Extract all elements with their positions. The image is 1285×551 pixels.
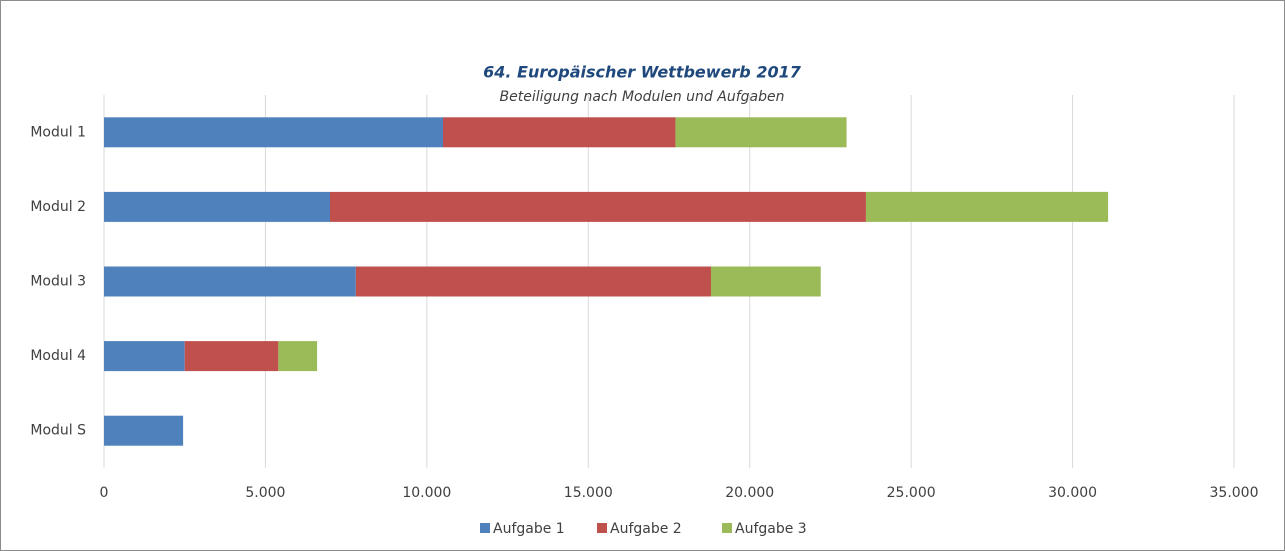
bar-segment xyxy=(104,415,184,446)
bar-segment xyxy=(184,341,279,372)
x-tick-label: 25.000 xyxy=(887,485,936,501)
legend-swatch xyxy=(722,523,732,533)
bar-segment xyxy=(330,191,866,222)
x-tick-label: 20.000 xyxy=(725,485,774,501)
bar-segment xyxy=(355,266,711,297)
x-tick-label: 30.000 xyxy=(1048,485,1097,501)
y-tick-label: Modul 1 xyxy=(30,124,86,140)
y-tick-label: Modul 2 xyxy=(30,199,86,215)
x-tick-label: 10.000 xyxy=(402,485,451,501)
bar-segment xyxy=(104,191,330,222)
x-tick-label: 35.000 xyxy=(1210,485,1259,501)
bar-segment xyxy=(865,191,1109,222)
chart-title: 64. Europäischer Wettbewerb 2017 xyxy=(483,63,802,82)
chart-subtitle: Beteiligung nach Modulen und Aufgaben xyxy=(500,89,785,105)
legend-swatch xyxy=(480,523,490,533)
bar-segment xyxy=(710,266,821,297)
bar-segment xyxy=(675,117,847,148)
bar-segment xyxy=(104,117,443,148)
bar-segment xyxy=(104,341,185,372)
bar-segment xyxy=(104,266,356,297)
legend-label: Aufgabe 1 xyxy=(493,521,565,537)
x-tick-label: 5.000 xyxy=(245,485,285,501)
x-tick-label: 0 xyxy=(100,485,109,501)
y-tick-label: Modul S xyxy=(30,423,86,439)
legend-label: Aufgabe 3 xyxy=(735,521,807,537)
legend-swatch xyxy=(597,523,607,533)
x-tick-label: 15.000 xyxy=(564,485,613,501)
bar-segment xyxy=(443,117,676,148)
y-tick-label: Modul 4 xyxy=(30,348,86,364)
bar-segment xyxy=(278,341,318,372)
legend-label: Aufgabe 2 xyxy=(610,521,682,537)
y-tick-label: Modul 3 xyxy=(30,274,86,290)
